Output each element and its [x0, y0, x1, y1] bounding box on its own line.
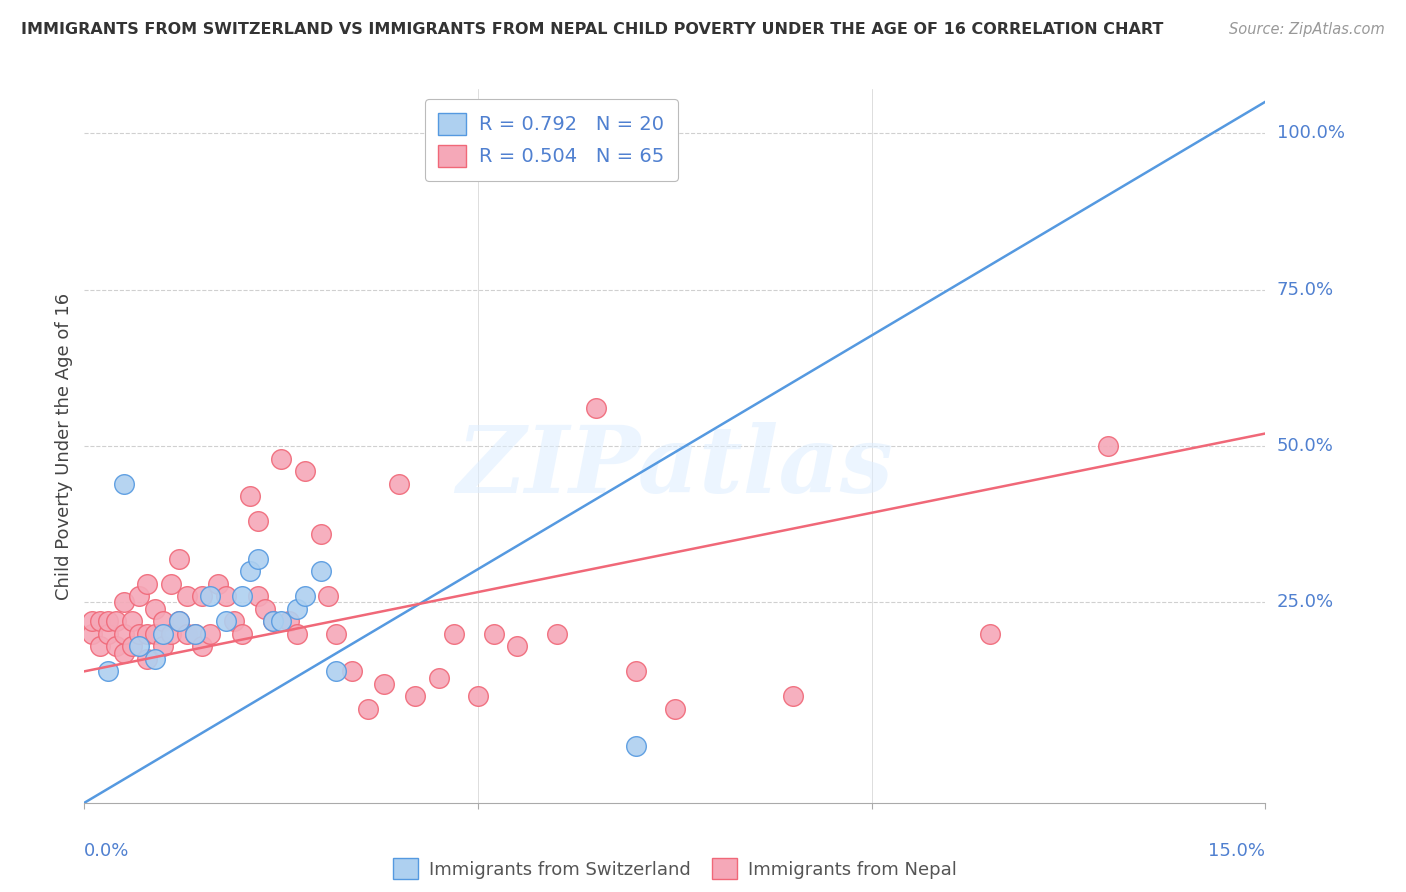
Point — [143, 601, 166, 615]
Point — [128, 627, 150, 641]
Point — [979, 627, 1001, 641]
Point — [152, 640, 174, 654]
Point — [215, 614, 238, 628]
Y-axis label: Child Poverty Under the Age of 16: Child Poverty Under the Age of 16 — [55, 293, 73, 599]
Point — [215, 589, 238, 603]
Point — [231, 627, 253, 641]
Text: ZIPatlas: ZIPatlas — [457, 423, 893, 512]
Point — [404, 690, 426, 704]
Point — [309, 526, 332, 541]
Point — [262, 614, 284, 628]
Point — [200, 589, 222, 603]
Point — [104, 614, 127, 628]
Point — [191, 640, 214, 654]
Legend: Immigrants from Switzerland, Immigrants from Nepal: Immigrants from Switzerland, Immigrants … — [385, 851, 965, 887]
Point — [294, 464, 316, 478]
Point — [222, 614, 245, 628]
Point — [340, 665, 363, 679]
Text: 15.0%: 15.0% — [1208, 842, 1265, 860]
Point — [112, 627, 135, 641]
Point — [467, 690, 489, 704]
Point — [357, 702, 380, 716]
Point — [191, 589, 214, 603]
Point — [546, 627, 568, 641]
Point — [239, 564, 262, 578]
Point — [427, 671, 450, 685]
Point — [97, 627, 120, 641]
Point — [152, 627, 174, 641]
Point — [82, 627, 104, 641]
Point — [373, 677, 395, 691]
Text: IMMIGRANTS FROM SWITZERLAND VS IMMIGRANTS FROM NEPAL CHILD POVERTY UNDER THE AGE: IMMIGRANTS FROM SWITZERLAND VS IMMIGRANT… — [21, 22, 1164, 37]
Point — [270, 614, 292, 628]
Point — [318, 589, 340, 603]
Point — [143, 627, 166, 641]
Point — [624, 739, 647, 754]
Point — [167, 551, 190, 566]
Point — [104, 640, 127, 654]
Point — [482, 627, 505, 641]
Point — [97, 614, 120, 628]
Point — [160, 627, 183, 641]
Text: 50.0%: 50.0% — [1277, 437, 1333, 455]
Text: 25.0%: 25.0% — [1277, 593, 1334, 612]
Text: 0.0%: 0.0% — [84, 842, 129, 860]
Point — [112, 595, 135, 609]
Point — [143, 652, 166, 666]
Point — [254, 601, 277, 615]
Text: Source: ZipAtlas.com: Source: ZipAtlas.com — [1229, 22, 1385, 37]
Point — [160, 576, 183, 591]
Point — [278, 614, 301, 628]
Point — [294, 589, 316, 603]
Point — [89, 614, 111, 628]
Point — [506, 640, 529, 654]
Point — [89, 640, 111, 654]
Point — [246, 589, 269, 603]
Point — [664, 702, 686, 716]
Point — [585, 401, 607, 416]
Point — [121, 640, 143, 654]
Point — [246, 551, 269, 566]
Point — [167, 614, 190, 628]
Point — [262, 614, 284, 628]
Point — [270, 451, 292, 466]
Point — [97, 665, 120, 679]
Point — [136, 652, 159, 666]
Point — [128, 589, 150, 603]
Point — [112, 646, 135, 660]
Point — [176, 589, 198, 603]
Point — [1097, 439, 1119, 453]
Point — [112, 476, 135, 491]
Point — [183, 627, 205, 641]
Point — [239, 489, 262, 503]
Point — [325, 665, 347, 679]
Point — [782, 690, 804, 704]
Point — [624, 665, 647, 679]
Text: 75.0%: 75.0% — [1277, 280, 1334, 299]
Point — [121, 614, 143, 628]
Text: 100.0%: 100.0% — [1277, 124, 1344, 142]
Point — [309, 564, 332, 578]
Point — [231, 589, 253, 603]
Point — [246, 514, 269, 528]
Point — [82, 614, 104, 628]
Point — [388, 476, 411, 491]
Point — [152, 614, 174, 628]
Point — [325, 627, 347, 641]
Point — [176, 627, 198, 641]
Point — [136, 627, 159, 641]
Point — [183, 627, 205, 641]
Point — [128, 640, 150, 654]
Point — [443, 627, 465, 641]
Point — [285, 601, 308, 615]
Point — [585, 145, 607, 159]
Point — [200, 627, 222, 641]
Point — [285, 627, 308, 641]
Point — [136, 576, 159, 591]
Point — [207, 576, 229, 591]
Point — [167, 614, 190, 628]
